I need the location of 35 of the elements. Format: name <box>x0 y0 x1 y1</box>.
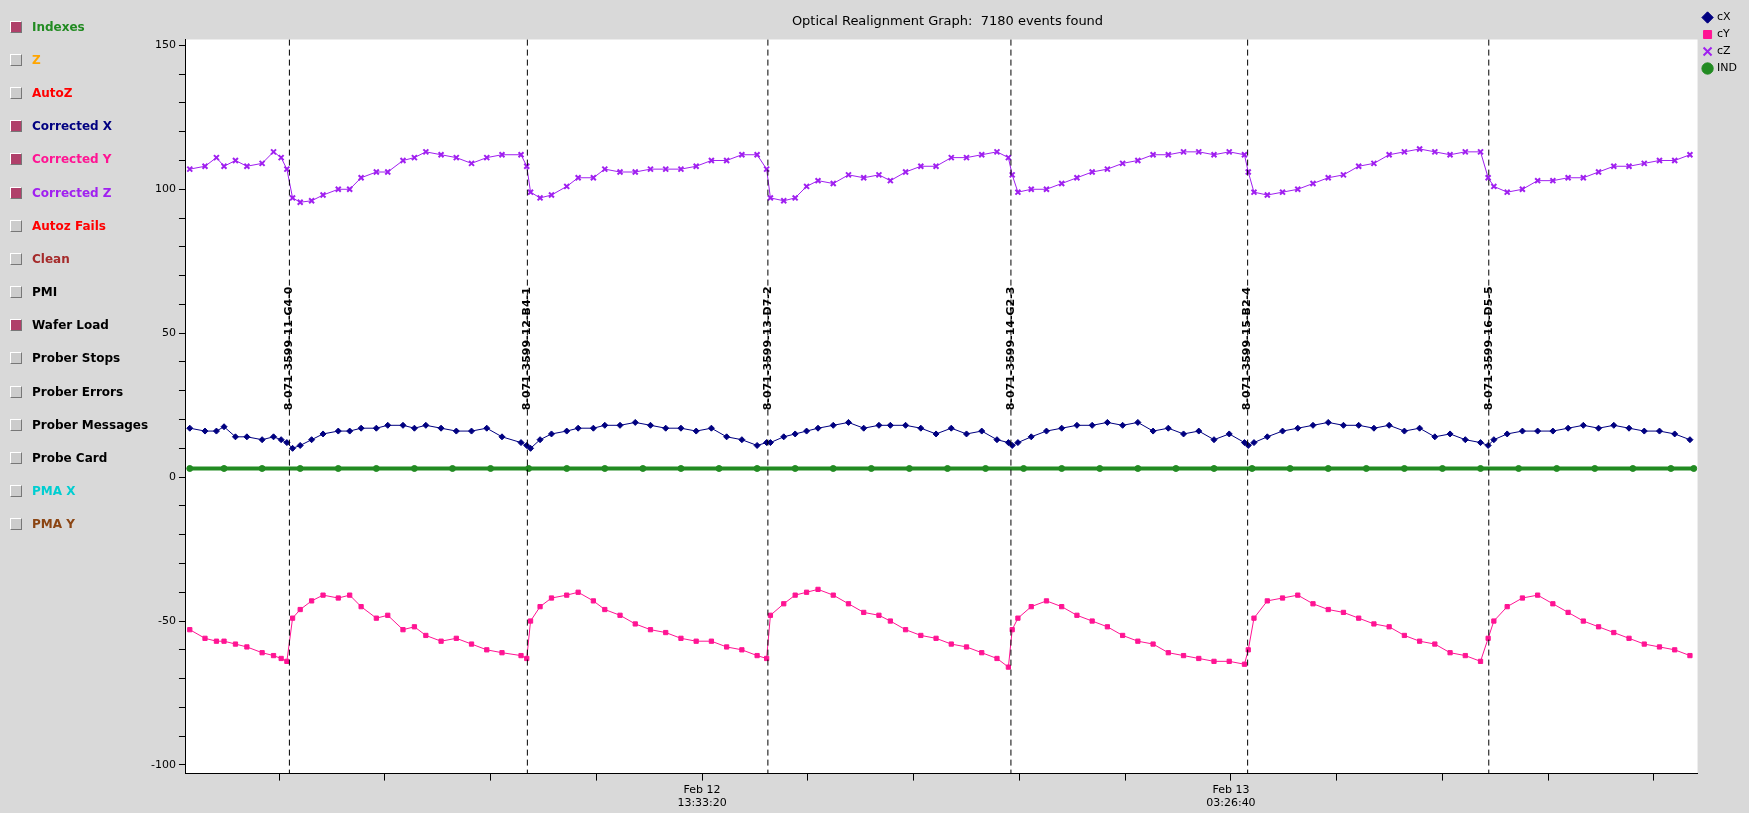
legend-label: cZ <box>1717 44 1732 58</box>
y-tick-label: -100 <box>151 757 176 771</box>
text: PMA Y <box>32 517 75 532</box>
y-tick-label: 150 <box>154 38 176 52</box>
text: PMI <box>32 285 58 300</box>
x-tick-label: Feb 12 13:33:20 <box>677 783 727 810</box>
ref-line-label: 8-071-3599-15-B2-4 <box>1240 286 1254 411</box>
legend-label: cY <box>1717 27 1731 41</box>
text: Prober Stops <box>32 351 121 366</box>
y-tick-label: 50 <box>161 326 176 340</box>
y-tick-label: 100 <box>154 182 176 196</box>
text: Autoz Fails <box>32 218 106 233</box>
text: Prober Messages <box>32 417 149 432</box>
y-tick-label: 0 <box>168 469 176 483</box>
ref-line-label: 8-071-3599-11-G4-0 <box>282 286 296 411</box>
text: Z <box>32 52 41 67</box>
text: Indexes <box>32 19 85 34</box>
legend-label: cX <box>1717 10 1732 24</box>
text: Prober Errors <box>32 384 124 399</box>
text: AutoZ <box>32 85 73 100</box>
legend-label: IND <box>1717 61 1738 75</box>
ref-line-label: 8-071-3599-16-D5-5 <box>1481 286 1495 411</box>
ref-line-label: 8-071-3599-12-B4-1 <box>520 287 534 411</box>
ref-line-label: 8-071-3599-14-G2-3 <box>1003 286 1017 411</box>
text: Corrected X <box>32 119 113 134</box>
y-tick-label: -50 <box>158 613 176 627</box>
text: Corrected Z <box>32 185 112 200</box>
chart-title: Optical Realignment Graph: 7180 events found <box>791 13 1104 29</box>
text: PMA X <box>32 484 76 499</box>
ref-line-label: 8-071-3599-13-D7-2 <box>760 286 774 411</box>
text: Corrected Y <box>32 152 112 167</box>
text: Probe Card <box>32 451 108 466</box>
text: Clean <box>32 251 70 266</box>
text: Wafer Load <box>32 318 109 333</box>
x-tick-label: Feb 13 03:26:40 <box>1206 783 1256 810</box>
